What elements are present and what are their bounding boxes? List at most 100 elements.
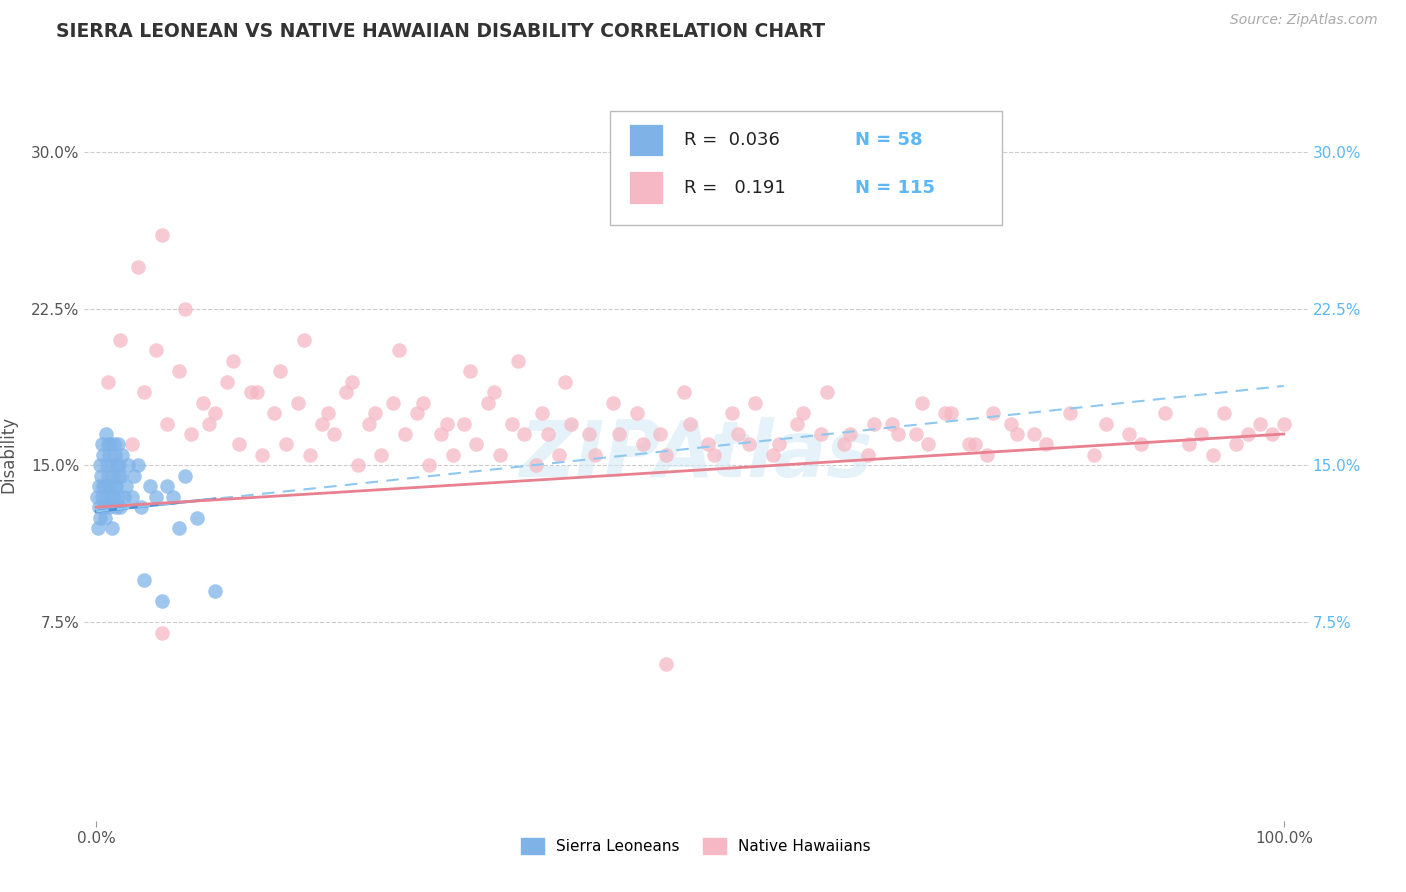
Point bbox=[673, 385, 696, 400]
Point bbox=[524, 458, 547, 473]
Point bbox=[228, 437, 250, 451]
Point bbox=[215, 375, 238, 389]
Point bbox=[239, 385, 262, 400]
Point bbox=[934, 406, 956, 420]
Point bbox=[131, 500, 153, 515]
Point bbox=[127, 458, 149, 473]
Point bbox=[583, 448, 606, 462]
Point bbox=[786, 417, 808, 431]
Point bbox=[460, 364, 482, 378]
Point bbox=[252, 448, 274, 462]
Point bbox=[316, 406, 339, 420]
Point bbox=[198, 417, 221, 431]
Point bbox=[792, 406, 814, 420]
Point bbox=[103, 490, 125, 504]
Point bbox=[880, 417, 903, 431]
Point bbox=[554, 375, 576, 389]
Point bbox=[87, 479, 110, 493]
Point bbox=[548, 448, 571, 462]
Point bbox=[107, 468, 129, 483]
Point bbox=[607, 427, 630, 442]
Point bbox=[174, 301, 197, 316]
Point bbox=[1130, 437, 1153, 451]
Point bbox=[156, 479, 179, 493]
Point bbox=[311, 417, 333, 431]
Point bbox=[89, 458, 111, 473]
Point bbox=[222, 354, 245, 368]
Point bbox=[941, 406, 963, 420]
Point bbox=[1201, 448, 1223, 462]
Point bbox=[346, 458, 368, 473]
Point bbox=[388, 343, 411, 358]
Point bbox=[727, 427, 749, 442]
Point bbox=[1059, 406, 1081, 420]
Point bbox=[1035, 437, 1057, 451]
Point bbox=[501, 417, 523, 431]
Point bbox=[104, 500, 127, 515]
Point bbox=[150, 228, 173, 243]
Point bbox=[1213, 406, 1236, 420]
Point bbox=[856, 448, 879, 462]
Point bbox=[957, 437, 980, 451]
Point bbox=[93, 500, 115, 515]
Point bbox=[108, 500, 131, 515]
Point bbox=[86, 490, 108, 504]
Point bbox=[150, 594, 173, 608]
Point bbox=[1154, 406, 1177, 420]
Point bbox=[626, 406, 648, 420]
Point bbox=[138, 479, 160, 493]
Point bbox=[180, 427, 202, 442]
Point bbox=[90, 468, 112, 483]
Point bbox=[762, 448, 785, 462]
Text: R =  0.036: R = 0.036 bbox=[683, 131, 779, 149]
Point bbox=[655, 448, 678, 462]
Point bbox=[269, 364, 291, 378]
Point bbox=[276, 437, 298, 451]
Point bbox=[100, 437, 122, 451]
Point bbox=[127, 260, 149, 274]
Point bbox=[536, 427, 558, 442]
Point bbox=[340, 375, 363, 389]
Point bbox=[104, 479, 127, 493]
Point bbox=[112, 490, 135, 504]
Text: R =   0.191: R = 0.191 bbox=[683, 179, 786, 197]
Point bbox=[89, 510, 111, 524]
Point bbox=[245, 385, 267, 400]
Point bbox=[1249, 417, 1271, 431]
Point bbox=[1024, 427, 1046, 442]
Point bbox=[863, 417, 886, 431]
Text: N = 58: N = 58 bbox=[855, 131, 922, 149]
Point bbox=[359, 417, 381, 431]
Point bbox=[744, 395, 766, 409]
Point bbox=[655, 657, 678, 671]
Point bbox=[94, 510, 117, 524]
Point bbox=[91, 479, 114, 493]
Point bbox=[489, 448, 512, 462]
Point bbox=[121, 437, 143, 451]
Point bbox=[93, 448, 115, 462]
Point bbox=[96, 468, 118, 483]
Point bbox=[186, 510, 208, 524]
Text: SIERRA LEONEAN VS NATIVE HAWAIIAN DISABILITY CORRELATION CHART: SIERRA LEONEAN VS NATIVE HAWAIIAN DISABI… bbox=[56, 22, 825, 41]
Point bbox=[145, 490, 167, 504]
Point bbox=[108, 458, 131, 473]
Point bbox=[100, 458, 122, 473]
Point bbox=[1118, 427, 1140, 442]
Point bbox=[98, 448, 121, 462]
Point bbox=[976, 448, 998, 462]
Point bbox=[111, 448, 134, 462]
Point bbox=[104, 448, 127, 462]
Point bbox=[453, 417, 475, 431]
Point bbox=[738, 437, 761, 451]
Point bbox=[132, 385, 155, 400]
Point bbox=[191, 395, 214, 409]
Point bbox=[322, 427, 344, 442]
Point bbox=[1237, 427, 1260, 442]
Point bbox=[91, 437, 114, 451]
Point bbox=[90, 490, 112, 504]
Point bbox=[174, 468, 197, 483]
Point bbox=[910, 395, 932, 409]
Point bbox=[107, 437, 129, 451]
Point bbox=[429, 427, 451, 442]
Point bbox=[96, 458, 118, 473]
